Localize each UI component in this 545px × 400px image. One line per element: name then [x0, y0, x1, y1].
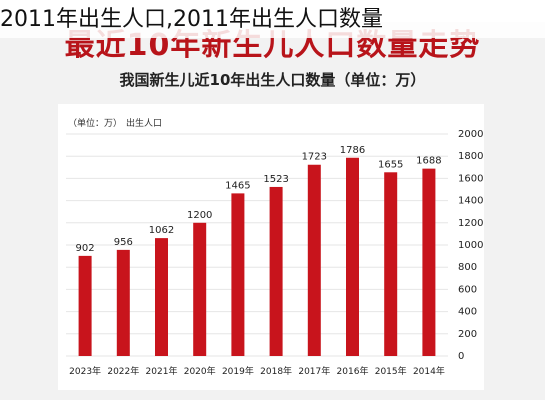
bar [384, 172, 398, 356]
y-tick-label: 1600 [458, 173, 483, 184]
x-tick-label: 2023年 [69, 365, 101, 377]
x-tick-label: 2018年 [260, 365, 292, 377]
plot-area: 出生人口 （单位：万） 902 956 1062 1200 1465 1523 1723 17… [58, 104, 484, 390]
bar-value-label: 1465 [225, 180, 250, 191]
x-tick-label: 2017年 [298, 365, 330, 377]
bar-value-label: 902 [76, 243, 95, 254]
legend-label: 出生人口 [126, 117, 162, 129]
bar [269, 186, 283, 356]
x-tick-label: 2022年 [107, 365, 139, 377]
bar-value-label: 1723 [302, 152, 327, 163]
y-tick-label: 600 [458, 284, 477, 295]
bar [193, 222, 207, 356]
x-tick-label: 2016年 [337, 365, 369, 377]
y-tick-label: 1200 [458, 218, 483, 229]
bar [231, 193, 245, 356]
x-tick-label: 2021年 [146, 365, 178, 377]
unit-label: （单位：万） [68, 117, 122, 129]
y-tick-label: 0 [458, 351, 464, 362]
y-tick-label: 2000 [458, 129, 483, 140]
bar [422, 168, 436, 356]
bar-value-label: 1786 [340, 145, 365, 156]
page-caption: 2011年出生人口,2011年出生人口数量 [0, 2, 545, 38]
chart-subtitle: 我国新生儿近10年出生人口数量（单位：万） [119, 71, 426, 89]
x-tick-label: 2015年 [375, 365, 407, 377]
bar [307, 164, 321, 356]
x-tick-label: 2020年 [184, 365, 216, 377]
y-tick-label: 1000 [458, 240, 483, 251]
x-tick-label: 2014年 [413, 365, 445, 377]
y-tick-label: 1400 [458, 196, 483, 207]
y-tick-label: 200 [458, 329, 477, 340]
y-tick-label: 1800 [458, 151, 483, 162]
bar-value-label: 956 [114, 237, 133, 248]
bar-value-label: 1062 [149, 225, 174, 236]
bar-value-label: 1688 [416, 156, 441, 167]
bar-value-label: 1523 [263, 174, 288, 185]
bar-value-label: 1200 [187, 210, 212, 221]
y-tick-label: 800 [458, 262, 477, 273]
y-tick-label: 400 [458, 307, 477, 318]
x-tick-label: 2019年 [222, 365, 254, 377]
bar [346, 157, 359, 356]
bar [155, 238, 168, 356]
bar-value-label: 1655 [378, 159, 403, 170]
bar [116, 249, 130, 356]
bar [78, 255, 92, 356]
bar-chart: 出生人口 （单位：万） 902 956 1062 1200 1465 1523 1723 17… [66, 117, 483, 377]
